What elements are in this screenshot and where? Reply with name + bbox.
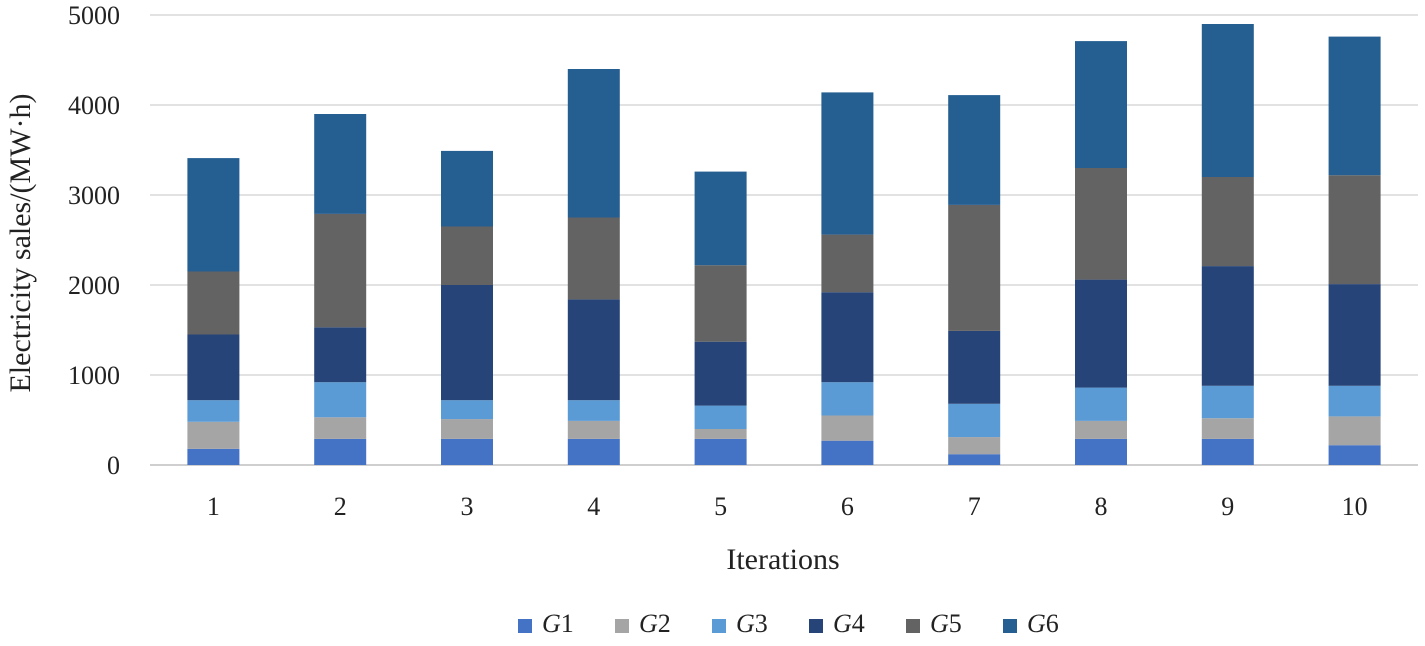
x-tick-label: 10: [1342, 492, 1368, 521]
x-tick-label: 2: [334, 492, 347, 521]
bar-segment-g6: [1075, 41, 1127, 168]
bar-segment-g6: [187, 158, 240, 272]
legend-swatch-g5: [906, 619, 920, 633]
y-tick-labels: 0 1000 2000 3000 4000 5000: [68, 1, 120, 480]
bar-segment-g3: [1075, 387, 1127, 421]
y-tick-label: 5000: [68, 1, 120, 30]
bar-segment-g4: [1201, 266, 1254, 386]
bar-segment-g3: [1201, 385, 1254, 419]
bar-segment-g4: [567, 299, 620, 401]
bar-segment-g3: [948, 403, 1001, 438]
legend-label-g2: G2: [639, 609, 671, 638]
bar-segment-g5: [1201, 177, 1254, 267]
bar-segment-g4: [441, 285, 493, 401]
bar-segment-g6: [1201, 24, 1254, 177]
x-tick-label: 8: [1095, 492, 1108, 521]
bar-segment-g2: [948, 437, 1001, 455]
x-tick-label: 5: [714, 492, 727, 521]
bar-segment-g4: [821, 292, 874, 383]
bar-segment-g2: [821, 415, 874, 441]
legend-swatch-g3: [712, 619, 726, 633]
bar-segment-g4: [1328, 284, 1381, 386]
bar-segment-g1: [314, 438, 367, 465]
bar-segment-g1: [821, 440, 874, 465]
bar-segment-g5: [441, 226, 493, 285]
bar-segment-g3: [567, 400, 620, 421]
bar-segment-g5: [1328, 175, 1381, 285]
legend-label-g6: G6: [1027, 609, 1059, 638]
legend-label-g3: G3: [736, 609, 768, 638]
bar-segment-g6: [694, 171, 747, 266]
x-tick-label: 1: [207, 492, 220, 521]
legend-label-g5: G5: [930, 609, 962, 638]
bar-segment-g1: [1075, 438, 1127, 465]
bar-segment-g5: [694, 265, 747, 342]
bar-segment-g6: [441, 150, 493, 227]
bar-segment-g3: [441, 400, 493, 420]
bar-segment-g4: [948, 330, 1001, 404]
bar-segment-g5: [187, 271, 240, 335]
bar-segment-g2: [441, 419, 493, 439]
bar-segment-g3: [1328, 385, 1381, 417]
bar-segment-g2: [1328, 416, 1381, 446]
bar-segment-g3: [187, 400, 240, 422]
y-tick-label: 1000: [68, 361, 120, 390]
legend-label-g1: G1: [542, 609, 574, 638]
bar-segment-g2: [694, 429, 747, 439]
bar-segment-g5: [821, 234, 874, 293]
x-tick-label: 3: [461, 492, 474, 521]
bar-segment-g4: [314, 327, 367, 383]
bar-segment-g2: [1075, 420, 1127, 439]
legend: G1 G2 G3 G4 G5 G6: [518, 609, 1059, 638]
bar-segment-g2: [1201, 418, 1254, 439]
x-axis-title: Iterations: [726, 543, 839, 576]
bar-segment-g2: [187, 421, 240, 449]
bar-segment-g1: [948, 454, 1001, 465]
y-axis-title: Electricity sales/(MW·h): [4, 93, 37, 392]
bar-segment-g3: [314, 382, 367, 418]
bar-segment-g3: [821, 382, 874, 416]
legend-swatch-g2: [615, 619, 629, 633]
y-tick-label: 4000: [68, 91, 120, 120]
bar-segment-g1: [1201, 438, 1254, 465]
bar-segment-g3: [694, 405, 747, 429]
bar-segment-g6: [314, 114, 367, 214]
bar-segment-g2: [314, 417, 367, 439]
bars: [187, 24, 1381, 465]
bar-segment-g6: [567, 69, 620, 218]
bar-segment-g5: [1075, 168, 1127, 280]
x-tick-labels: 1 2 3 4 5 6 7 8 9 10: [207, 492, 1368, 521]
bar-segment-g1: [694, 438, 747, 465]
bar-segment-g6: [1328, 36, 1381, 176]
bar-segment-g6: [821, 92, 874, 235]
bar-segment-g4: [694, 341, 747, 406]
x-tick-label: 9: [1221, 492, 1234, 521]
legend-label-g4: G4: [833, 609, 865, 638]
x-tick-label: 4: [587, 492, 600, 521]
x-tick-label: 6: [841, 492, 854, 521]
bar-segment-g1: [1328, 445, 1381, 465]
legend-swatch-g6: [1003, 619, 1017, 633]
legend-swatch-g4: [809, 619, 823, 633]
bar-segment-g5: [314, 213, 367, 328]
bar-segment-g4: [1075, 279, 1127, 388]
y-tick-label: 0: [107, 451, 120, 480]
x-tick-label: 7: [968, 492, 981, 521]
y-tick-label: 3000: [68, 181, 120, 210]
bar-segment-g2: [567, 420, 620, 439]
bar-segment-g5: [567, 217, 620, 300]
bar-segment-g4: [187, 334, 240, 401]
bar-segment-g5: [948, 204, 1001, 331]
bar-segment-g1: [187, 448, 240, 465]
bar-segment-g1: [567, 438, 620, 465]
y-tick-label: 2000: [68, 271, 120, 300]
bar-segment-g1: [441, 438, 493, 465]
legend-swatch-g1: [518, 619, 532, 633]
bar-segment-g6: [948, 95, 1001, 205]
